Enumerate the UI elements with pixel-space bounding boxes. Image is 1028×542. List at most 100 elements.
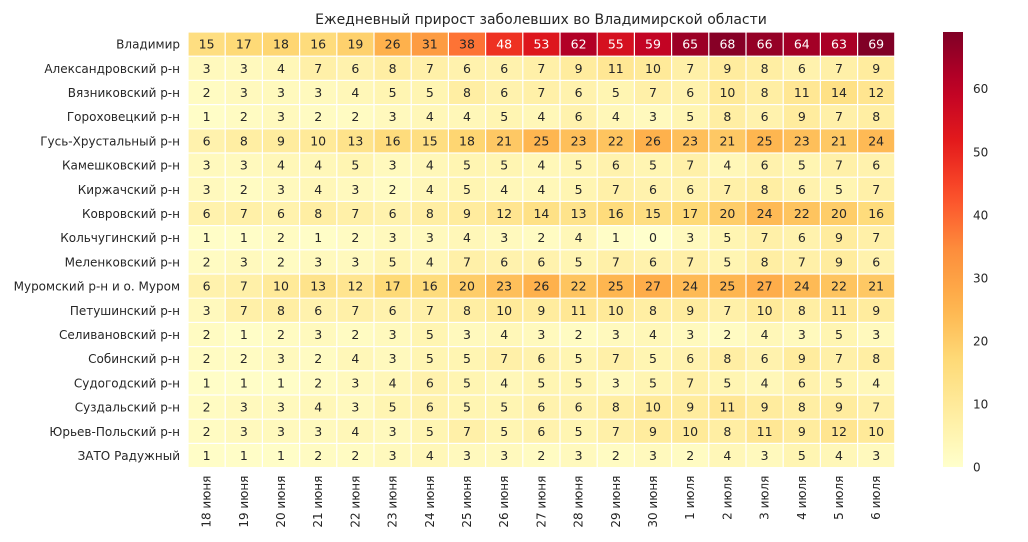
cell-value: 4 [389,375,397,390]
heatmap-cell [449,32,485,56]
heatmap-cell [821,347,857,371]
heatmap-cell [635,298,671,322]
heatmap-cell [858,129,895,153]
heatmap-cell [821,153,857,177]
cell-value: 5 [500,400,508,415]
cell-value: 2 [203,327,211,342]
heatmap-cell [225,129,262,153]
heatmap-cell [523,274,560,298]
heatmap-cell [672,81,709,104]
heatmap-cell [783,81,820,104]
heatmap-cell [374,419,411,443]
cell-value: 7 [649,85,657,100]
cell-value: 15 [422,133,438,148]
row-label: Киржачский р-н [78,183,180,197]
cell-value: 7 [240,206,248,221]
cell-value: 5 [426,351,434,366]
heatmap-cell [449,298,485,322]
cell-value: 7 [612,351,620,366]
cell-value: 7 [240,303,248,318]
heatmap-cell [783,202,820,225]
heatmap-cell [337,298,374,322]
heatmap-cell [746,177,783,201]
cell-value: 4 [537,158,545,173]
cell-value: 17 [236,37,252,52]
heatmap-cell [672,56,709,80]
heatmap-cell [449,274,485,298]
heatmap-cell [486,105,523,129]
heatmap-cell [560,323,597,346]
heatmap-cell [486,226,523,250]
cell-value: 8 [612,400,620,415]
cell-value: 3 [389,327,397,342]
heatmap-cell [783,105,820,129]
cell-value: 9 [798,351,806,366]
cell-value: 2 [203,400,211,415]
cell-value: 5 [389,400,397,415]
cell-value: 5 [426,85,434,100]
column-label: 2 июля [720,476,734,520]
cell-value: 6 [686,351,694,366]
column-label: 27 июня [534,476,548,528]
cell-value: 3 [649,109,657,124]
cell-value: 8 [872,351,880,366]
heatmap-cell [858,202,895,225]
heatmap-cell [635,323,671,346]
heatmap-cell [337,274,374,298]
cell-value: 12 [347,279,363,294]
heatmap-cell [263,32,299,56]
heatmap-cell [821,274,857,298]
heatmap-cell [560,32,597,56]
heatmap-cell [672,226,709,250]
heatmap-cell [337,323,374,346]
heatmap-cell [635,32,671,56]
heatmap-cell [263,202,299,225]
cell-value: 7 [686,158,694,173]
cell-value: 8 [761,61,769,76]
cell-value: 4 [314,182,322,197]
heatmap-cell [783,347,820,371]
heatmap-cell [597,274,634,298]
cell-value: 8 [649,303,657,318]
cell-value: 5 [463,158,471,173]
heatmap-cell [746,32,783,56]
heatmap-cell [225,153,262,177]
heatmap-cell [449,395,485,419]
cell-value: 7 [872,230,880,245]
cell-value: 3 [351,182,359,197]
heatmap-cell [523,226,560,250]
cell-value: 5 [798,448,806,463]
heatmap-cell [672,129,709,153]
row-label: Кольчугинский р-н [60,231,180,245]
heatmap-cell [635,81,671,104]
cell-value: 3 [798,327,806,342]
cell-value: 3 [240,400,248,415]
heatmap-cell [188,202,225,225]
heatmap-cell [858,323,895,346]
cell-value: 2 [240,182,248,197]
heatmap-cell [188,32,225,56]
cell-value: 5 [500,158,508,173]
heatmap-cell [449,177,485,201]
cell-value: 3 [277,424,285,439]
heatmap-cell [560,419,597,443]
cell-value: 3 [240,61,248,76]
cell-value: 24 [757,206,773,221]
cell-value: 10 [757,303,773,318]
cell-value: 5 [351,158,359,173]
heatmap-cell [374,202,411,225]
row-label: Меленковский р-н [65,255,180,269]
cell-value: 6 [537,424,545,439]
heatmap-cell [821,298,857,322]
cell-value: 26 [533,279,549,294]
heatmap-cell [560,371,597,395]
cell-value: 4 [351,85,359,100]
cell-value: 14 [533,206,549,221]
heatmap-cell [746,323,783,346]
cell-value: 6 [426,400,434,415]
cell-value: 7 [240,279,248,294]
heatmap-cell [746,298,783,322]
heatmap-cell [709,419,746,443]
cell-value: 7 [835,158,843,173]
cell-value: 23 [496,279,512,294]
